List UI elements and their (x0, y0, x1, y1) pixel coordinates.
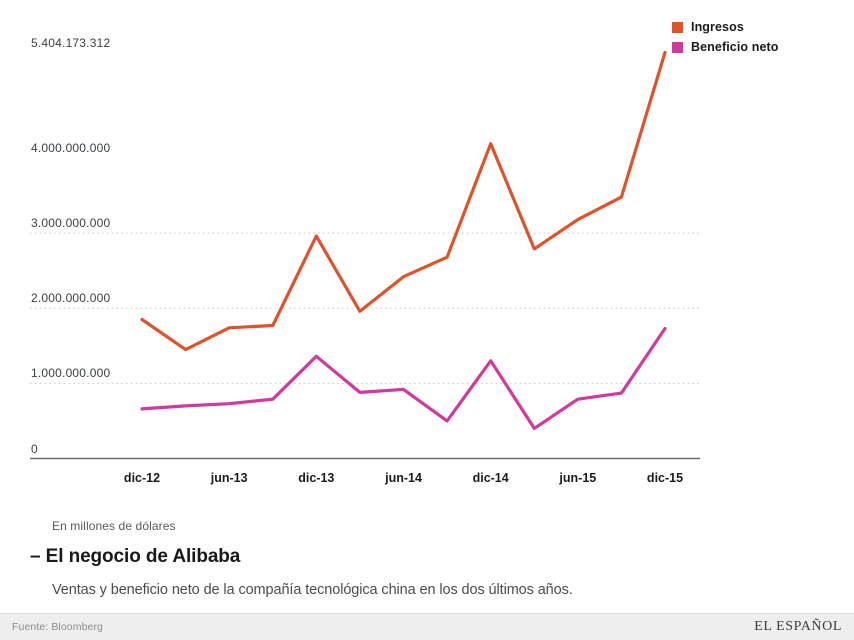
chart-line-ingresos (140, 50, 667, 352)
chart-gridlines (30, 232, 700, 384)
chart-y-tick-label: 2.000.000.000 (31, 291, 111, 306)
chart-x-tick-label: jun-14 (385, 471, 422, 485)
chart-legend: Ingresos Beneficio neto (672, 20, 779, 54)
chart-line-beneficio-neto (140, 326, 667, 430)
chart-x-tick-label: dic-12 (123, 471, 161, 485)
chart-x-tick-label: dic-15 (646, 471, 684, 485)
footer-source: Fuente: Bloomberg (12, 621, 104, 633)
legend-item-ingresos: Ingresos (672, 20, 779, 34)
chart-y-tick-label: 3.000.000.000 (31, 216, 111, 231)
chart-units-note: En millones de dólares (52, 519, 176, 533)
chart-y-tick-label: 5.404.173.312 (31, 35, 111, 50)
chart-y-tick-label: 1.000.000.000 (31, 366, 111, 381)
page-footer: Fuente: Bloomberg EL ESPAÑOL (0, 613, 854, 640)
chart-y-tick-label: 0 (31, 441, 38, 456)
legend-label-beneficio-neto: Beneficio neto (691, 40, 779, 54)
legend-label-ingresos: Ingresos (691, 20, 744, 34)
chart-x-tick-label: dic-14 (472, 471, 509, 485)
chart-x-tick-label: jun-13 (210, 471, 248, 485)
chart-x-tick-label: dic-13 (298, 471, 335, 485)
chart-subheadline: Ventas y beneficio neto de la compañía t… (52, 582, 573, 598)
chart-y-tick-label: 4.000.000.000 (31, 141, 111, 155)
chart-headline: – El negocio de Alibaba (30, 546, 241, 567)
footer-brand-logo: EL ESPAÑOL (754, 619, 842, 634)
legend-swatch-ingresos (672, 21, 683, 33)
chart-svg (30, 50, 700, 460)
legend-item-beneficio-neto: Beneficio neto (672, 40, 779, 54)
chart-x-tick-label: jun-15 (559, 471, 597, 485)
chart-plot-area: 0 1.000.000.000 2.000.000.000 3.000.000.000… (30, 35, 700, 485)
legend-swatch-beneficio-neto (672, 41, 683, 53)
